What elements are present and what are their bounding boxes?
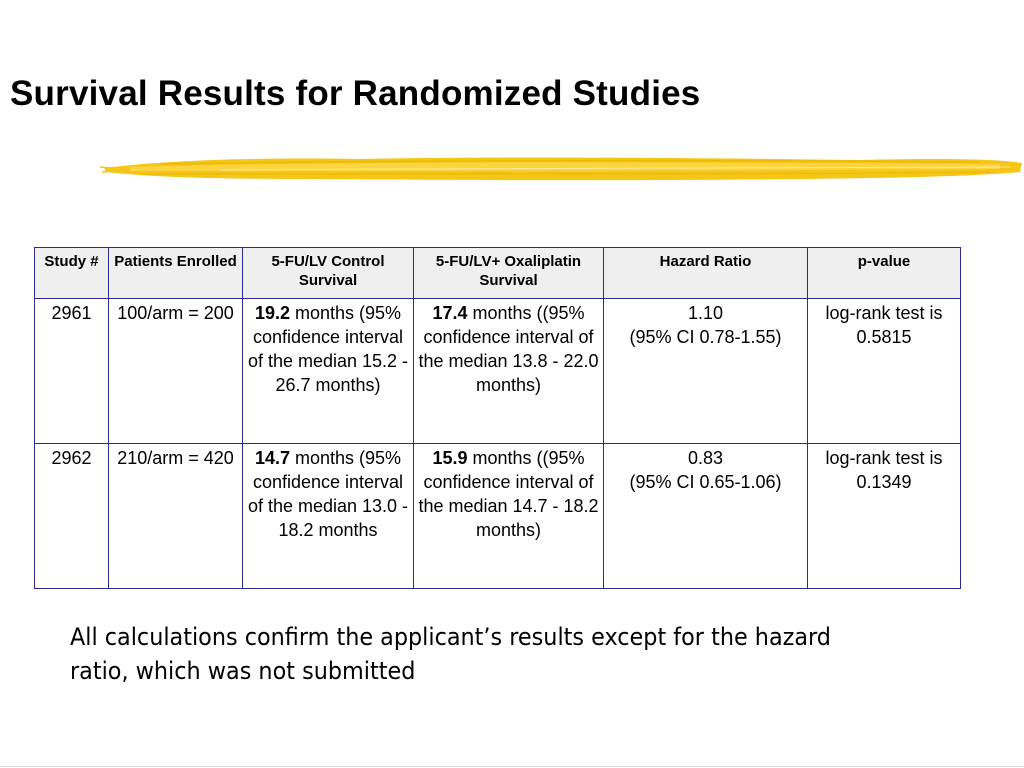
oxaliplatin-survival-cell: 17.4 months ((95% confidence interval of… — [413, 298, 604, 444]
control-median-value: 14.7 — [254, 448, 290, 468]
oxaliplatin-median-value: 17.4 — [432, 303, 468, 323]
table-header-row: Study # Patients Enrolled 5-FU/LV Contro… — [34, 247, 961, 299]
oxaliplatin-survival-text: months ((95% confidence interval of the … — [418, 303, 599, 395]
hazard-ratio-ci: (95% CI 0.65-1.06) — [629, 472, 782, 492]
oxaliplatin-median-value: 15.9 — [432, 448, 468, 468]
patients-cell: 100/arm = 200 — [108, 298, 243, 444]
control-survival-cell: 19.2 months (95% confidence interval of … — [242, 298, 414, 444]
table-row: 2962 210/arm = 420 14.7 months (95% conf… — [34, 443, 961, 589]
p-value-cell: log-rank test is 0.5815 — [807, 298, 961, 444]
control-survival-text: months (95% confidence interval of the m… — [247, 448, 409, 540]
yellow-brush-stroke — [100, 157, 1022, 181]
header-patients-enrolled: Patients Enrolled — [108, 247, 243, 299]
study-cell: 2962 — [34, 443, 109, 589]
oxaliplatin-survival-cell: 15.9 months ((95% confidence interval of… — [413, 443, 604, 589]
hazard-ratio-value: 0.83 — [687, 448, 724, 468]
oxaliplatin-survival-text: months ((95% confidence interval of the … — [418, 448, 599, 540]
hazard-ratio-value: 1.10 — [687, 303, 724, 323]
study-cell: 2961 — [34, 298, 109, 444]
survival-results-table: Study # Patients Enrolled 5-FU/LV Contro… — [34, 247, 961, 589]
header-p-value: p-value — [807, 247, 961, 299]
hazard-ratio-cell: 1.10 (95% CI 0.78-1.55) — [603, 298, 808, 444]
p-value-cell: log-rank test is 0.1349 — [807, 443, 961, 589]
hazard-ratio-cell: 0.83 (95% CI 0.65-1.06) — [603, 443, 808, 589]
header-control-survival: 5-FU/LV Control Survival — [242, 247, 414, 299]
control-survival-text: months (95% confidence interval of the m… — [247, 303, 409, 395]
bottom-divider — [0, 766, 1024, 767]
header-hazard-ratio: Hazard Ratio — [603, 247, 808, 299]
patients-cell: 210/arm = 420 — [108, 443, 243, 589]
control-survival-cell: 14.7 months (95% confidence interval of … — [242, 443, 414, 589]
header-oxaliplatin-survival: 5-FU/LV+ Oxaliplatin Survival — [413, 247, 604, 299]
slide-title: Survival Results for Randomized Studies — [10, 74, 701, 113]
summary-note: All calculations confirm the applicant’s… — [70, 623, 831, 685]
hazard-ratio-ci: (95% CI 0.78-1.55) — [629, 327, 782, 347]
table-row: 2961 100/arm = 200 19.2 months (95% conf… — [34, 298, 961, 444]
control-median-value: 19.2 — [254, 303, 290, 323]
header-study: Study # — [34, 247, 109, 299]
